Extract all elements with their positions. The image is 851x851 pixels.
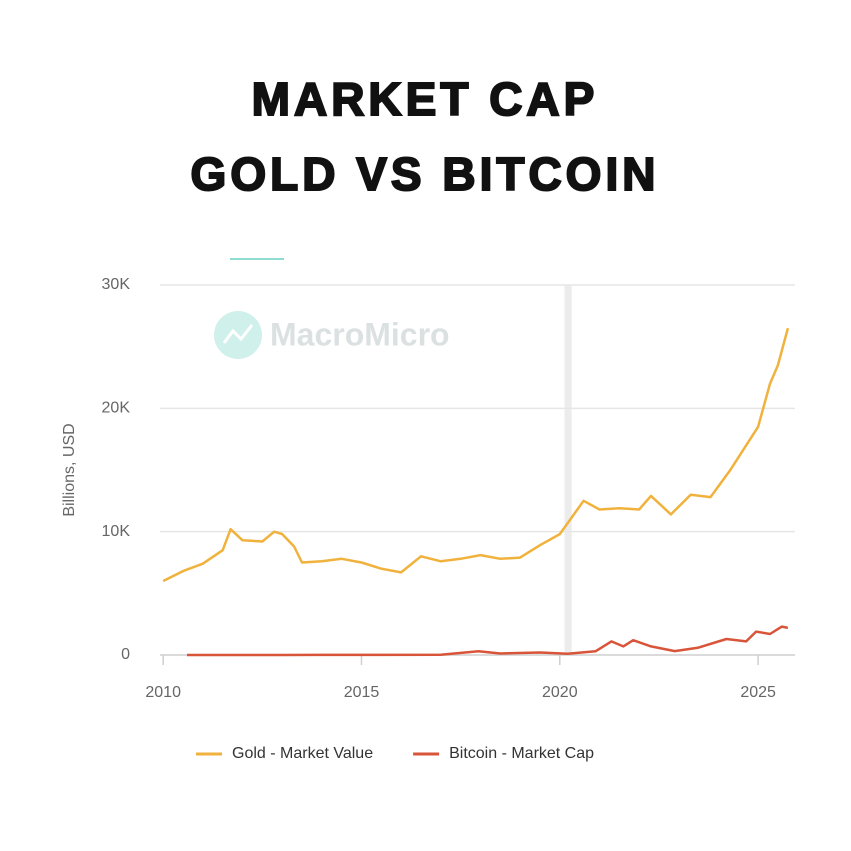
data-line bbox=[162, 327, 790, 583]
data-line bbox=[187, 625, 789, 657]
y-tick-label: 30K bbox=[102, 276, 131, 293]
x-tick-label: 2015 bbox=[344, 684, 380, 701]
chart-title: MARKET CAP bbox=[252, 73, 599, 125]
legend-label: Bitcoin - Market Cap bbox=[449, 745, 594, 762]
legend-label: Gold - Market Value bbox=[232, 745, 373, 762]
highlight-band bbox=[564, 285, 572, 655]
y-tick-label: 20K bbox=[102, 400, 131, 417]
chart-title: GOLD VS BITCOIN bbox=[191, 148, 660, 200]
x-tick-label: 2025 bbox=[740, 684, 776, 701]
watermark-logo bbox=[214, 311, 262, 359]
watermark-logo bbox=[222, 324, 254, 344]
watermark-group: MacroMicro bbox=[214, 311, 450, 359]
y-axis-label: Billions, USD bbox=[61, 423, 78, 516]
x-tick-label: 2010 bbox=[145, 684, 181, 701]
x-tick-label: 2020 bbox=[542, 684, 578, 701]
watermark: MacroMicro bbox=[270, 316, 450, 352]
y-tick-label: 10K bbox=[102, 523, 131, 540]
y-tick-label: 0 bbox=[121, 646, 130, 663]
